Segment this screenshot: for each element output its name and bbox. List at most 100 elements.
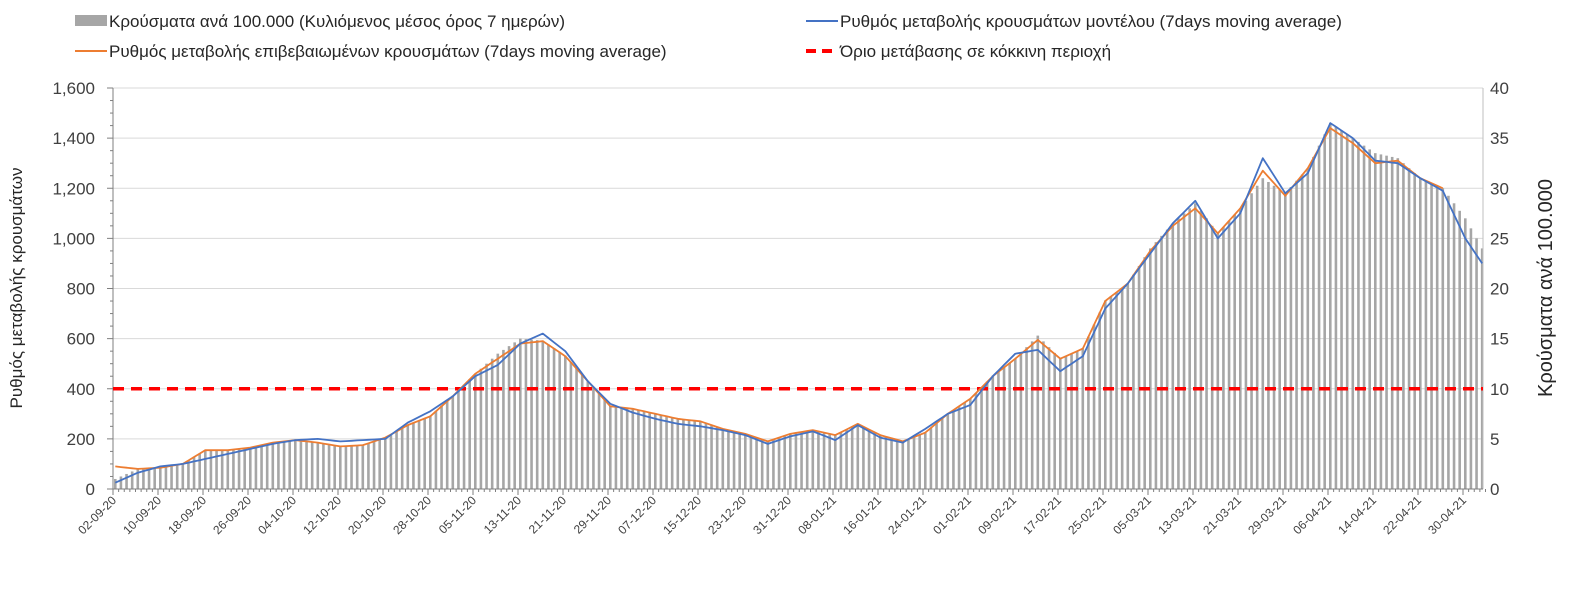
bar: [1239, 208, 1242, 490]
bar: [1441, 188, 1445, 489]
bar: [890, 437, 893, 489]
bar: [867, 429, 871, 489]
bar: [535, 340, 539, 489]
bar: [361, 444, 365, 489]
bar: [1413, 173, 1416, 489]
left-axis-tick-label: 200: [67, 430, 95, 449]
left-axis-tick-label: 1,000: [52, 229, 95, 248]
right-axis-title: Κρούσματα ανά 100.000: [1535, 179, 1557, 397]
x-axis-tick-label: 02-09-20: [75, 493, 119, 537]
bar: [991, 375, 995, 489]
bar: [547, 344, 550, 489]
bar: [524, 339, 528, 489]
right-axis-tick-label: 25: [1490, 229, 1509, 248]
bar: [834, 434, 837, 489]
bar: [1329, 123, 1332, 490]
bar: [1025, 347, 1028, 489]
bar: [575, 368, 578, 489]
bar: [249, 447, 252, 489]
confirmed-cases-line: [115, 127, 1444, 470]
bar: [164, 466, 168, 489]
bar: [451, 395, 455, 489]
bar: [1177, 218, 1180, 489]
left-axis-tick-label: 0: [86, 480, 95, 499]
bar: [1272, 185, 1276, 489]
bar: [1402, 163, 1405, 489]
bar: [1171, 223, 1175, 489]
bar: [507, 346, 511, 489]
x-axis-tick-label: 13-03-21: [1155, 493, 1199, 537]
bar: [1002, 367, 1006, 489]
bar: [755, 437, 758, 489]
bar: [1295, 180, 1298, 489]
x-axis-tick-label: 04-10-20: [255, 493, 299, 537]
bar: [609, 405, 612, 489]
bar: [1098, 312, 1101, 489]
bar: [1030, 341, 1034, 489]
bar: [1278, 189, 1281, 490]
bar: [659, 415, 663, 489]
bar: [440, 405, 443, 489]
bar: [924, 432, 927, 489]
bar: [862, 426, 865, 489]
bar: [1081, 348, 1085, 489]
left-axis-ticks: 0 200 400 600 800 1,000 1,200 1,400 1,600: [52, 79, 113, 499]
bar: [1104, 300, 1107, 489]
x-axis-tick-label: 09-02-21: [975, 493, 1019, 537]
bar: [732, 431, 736, 489]
bar: [490, 358, 494, 489]
x-axis-tick-label: 22-04-21: [1380, 493, 1424, 537]
legend-swatch-bars: [75, 15, 107, 26]
bar: [1261, 178, 1265, 489]
bar: [1233, 214, 1236, 490]
bar: [220, 449, 224, 489]
bar: [310, 442, 314, 489]
right-axis-tick-label: 0: [1490, 480, 1499, 499]
bar: [952, 410, 955, 489]
bar: [699, 420, 702, 489]
bar: [114, 478, 117, 489]
bar: [625, 408, 629, 489]
x-axis-tick-label: 12-10-20: [300, 493, 344, 537]
x-axis-tick-label: 01-02-21: [930, 493, 974, 537]
bar: [1149, 248, 1152, 489]
x-axis-tick-label: 10-09-20: [120, 493, 164, 537]
bar: [682, 419, 685, 489]
bar: [760, 439, 764, 489]
bar: [974, 393, 978, 489]
bar: [969, 398, 972, 489]
legend-label-bars: Κρούσματα ανά 100.000 (Κυλιόμενος μέσος …: [109, 12, 565, 31]
x-axis-tick-label: 21-11-20: [526, 493, 569, 536]
right-axis-tick-label: 5: [1490, 430, 1499, 449]
line-series: [113, 122, 1483, 484]
right-axis-tick-label: 10: [1490, 380, 1509, 399]
bar: [299, 440, 303, 489]
gridlines: [113, 87, 1483, 440]
bar: [620, 407, 623, 489]
bar: [1385, 155, 1388, 489]
bar: [676, 418, 680, 489]
bar: [1205, 218, 1208, 489]
bar: [462, 384, 466, 489]
bar: [749, 435, 753, 489]
bar: [271, 442, 275, 489]
bar: [294, 439, 297, 489]
right-axis-tick-label: 40: [1490, 79, 1509, 98]
model-cases-line: [114, 122, 1483, 484]
bar: [1390, 156, 1394, 489]
bar: [1374, 153, 1377, 489]
bar: [850, 426, 854, 489]
bar: [215, 449, 218, 489]
bar: [946, 413, 950, 489]
bar: [1312, 156, 1315, 489]
bar: [727, 430, 730, 489]
bar: [772, 439, 775, 489]
bar: [935, 423, 938, 489]
x-axis-tick-label: 31-12-20: [750, 493, 794, 537]
bar: [1368, 149, 1371, 489]
bar: [1447, 195, 1450, 490]
bar: [710, 424, 713, 489]
bar: [1216, 233, 1220, 489]
bar: [153, 467, 156, 489]
bar: [828, 433, 831, 489]
